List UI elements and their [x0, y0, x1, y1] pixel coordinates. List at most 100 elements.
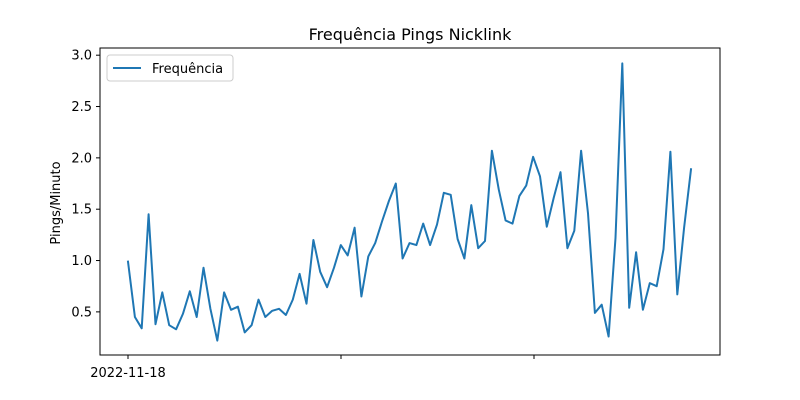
data-point	[620, 61, 624, 65]
data-point	[394, 182, 398, 186]
x-tick-label: 2022-11-18	[90, 366, 166, 381]
data-point	[318, 270, 322, 274]
y-tick-label: 0.5	[71, 305, 92, 320]
data-point	[277, 307, 281, 311]
y-tick-label: 1.5	[71, 203, 92, 218]
data-point	[579, 149, 583, 153]
legend-label: Frequência	[152, 62, 223, 77]
data-point	[243, 330, 247, 334]
data-point	[668, 150, 672, 154]
data-point	[538, 174, 542, 178]
data-point	[257, 298, 261, 302]
data-point	[449, 193, 453, 197]
data-point	[517, 194, 521, 198]
data-point	[552, 196, 556, 200]
data-point	[373, 241, 377, 245]
data-point	[421, 222, 425, 226]
y-tick-label: 2.5	[71, 100, 92, 115]
data-point	[600, 303, 604, 307]
data-point	[208, 307, 212, 311]
data-point	[586, 211, 590, 215]
y-tick-label: 3.0	[71, 49, 92, 64]
data-point	[174, 327, 178, 331]
x-axis: 2022-11-18	[90, 355, 535, 381]
data-point	[222, 290, 226, 294]
data-point	[236, 305, 240, 309]
plot-frame	[99, 47, 721, 356]
data-point	[435, 223, 439, 227]
data-point	[497, 188, 501, 192]
data-point	[456, 237, 460, 241]
chart-title: Frequência Pings Nicklink	[309, 25, 512, 44]
data-point	[689, 167, 693, 171]
data-point	[359, 295, 363, 299]
data-point	[346, 253, 350, 257]
data-point	[490, 149, 494, 153]
data-point	[545, 225, 549, 229]
data-point	[298, 272, 302, 276]
legend-box	[106, 54, 234, 82]
legend: Frequência	[106, 54, 234, 82]
data-point	[250, 323, 254, 327]
data-point	[133, 315, 137, 319]
data-point	[126, 260, 130, 264]
data-point	[469, 203, 473, 207]
data-point	[380, 220, 384, 224]
data-point	[662, 247, 666, 251]
data-point	[181, 312, 185, 316]
data-point	[483, 239, 487, 243]
data-point	[291, 298, 295, 302]
data-point	[160, 290, 164, 294]
data-point	[229, 308, 233, 312]
data-point	[325, 285, 329, 289]
data-point	[147, 212, 151, 216]
data-point	[428, 243, 432, 247]
data-point	[572, 229, 576, 233]
data-point	[215, 339, 219, 343]
data-point	[531, 155, 535, 159]
data-point	[140, 326, 144, 330]
data-point	[202, 266, 206, 270]
data-point	[305, 302, 309, 306]
data-point	[682, 226, 686, 230]
y-axis: 0.5 1.0 1.5 2.0 2.5 3.0	[71, 49, 100, 320]
data-point	[462, 257, 466, 261]
data-point	[353, 226, 357, 230]
data-point	[366, 254, 370, 258]
data-point	[414, 243, 418, 247]
y-tick-label: 2.0	[71, 151, 92, 166]
data-point	[614, 236, 618, 240]
data-point	[504, 219, 508, 223]
series-line-frequencia	[126, 62, 693, 342]
data-point	[188, 289, 192, 293]
data-point	[627, 306, 631, 310]
data-point	[675, 292, 679, 296]
data-point	[154, 322, 158, 326]
data-point	[565, 246, 569, 250]
data-point	[401, 257, 405, 261]
y-tick-label: 1.0	[71, 254, 92, 269]
data-point	[442, 191, 446, 195]
y-axis-label: Pings/Minuto	[49, 161, 64, 244]
data-point	[648, 281, 652, 285]
data-point	[655, 284, 659, 288]
data-point	[263, 315, 267, 319]
plot-area	[126, 61, 693, 343]
data-point	[476, 246, 480, 250]
data-point	[634, 250, 638, 254]
data-point	[524, 184, 528, 188]
data-point	[559, 170, 563, 174]
data-point	[284, 313, 288, 317]
data-point	[641, 308, 645, 312]
data-point	[387, 199, 391, 203]
data-point	[195, 315, 199, 319]
data-point	[339, 243, 343, 247]
data-point	[593, 311, 597, 315]
data-point	[311, 238, 315, 242]
data-point	[607, 335, 611, 339]
data-point	[167, 323, 171, 327]
data-point	[332, 266, 336, 270]
data-point	[270, 309, 274, 313]
data-point	[408, 241, 412, 245]
